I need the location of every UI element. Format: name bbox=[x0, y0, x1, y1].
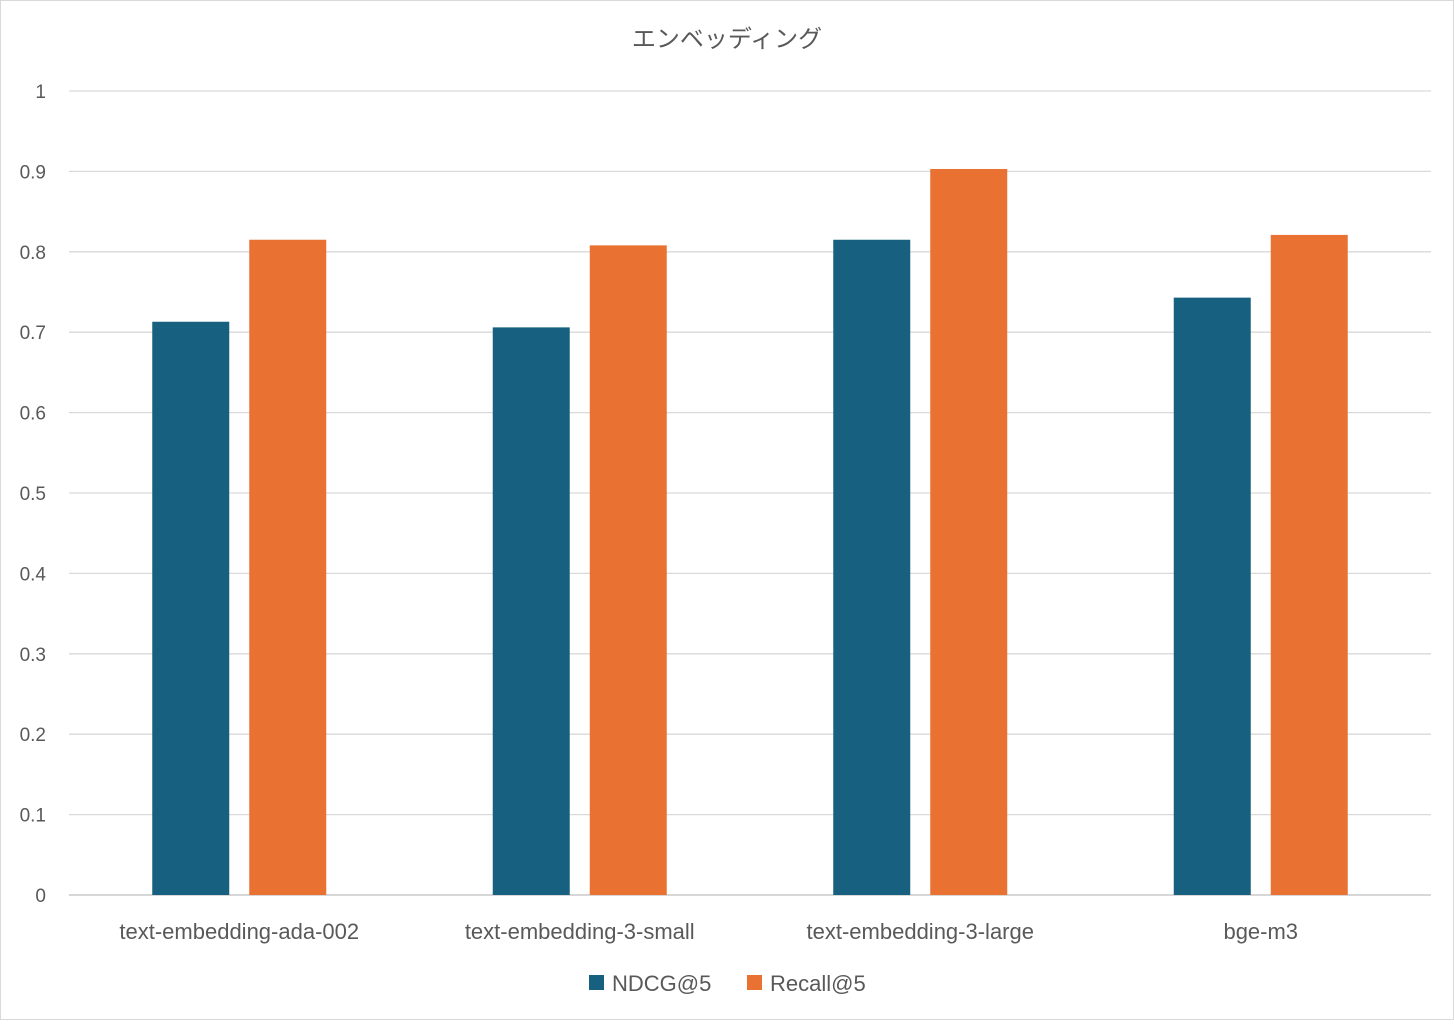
bar-ndcg-5-2 bbox=[833, 239, 911, 896]
bar-recall-5-0 bbox=[249, 239, 327, 896]
x-axis-categories: text-embedding-ada-002 text-embedding-3-s… bbox=[119, 919, 1298, 944]
legend-swatch bbox=[589, 975, 604, 990]
bar-recall-5-2 bbox=[930, 168, 1008, 895]
bar-recall-5-1 bbox=[589, 245, 667, 896]
bars bbox=[152, 168, 1348, 896]
y-tick-label: 0.5 bbox=[20, 484, 46, 505]
bar-ndcg-5-0 bbox=[152, 321, 230, 895]
y-tick-label: 0.8 bbox=[20, 243, 46, 264]
legend: NDCG@5 Recall@5 bbox=[589, 971, 866, 996]
bar-recall-5-3 bbox=[1270, 234, 1348, 895]
x-category-label: text-embedding-3-small bbox=[465, 919, 695, 944]
y-tick-label: 0.1 bbox=[20, 806, 46, 827]
x-category-label: bge-m3 bbox=[1223, 919, 1298, 944]
y-tick-label: 0.9 bbox=[20, 162, 46, 183]
y-axis-ticks: 0 0.1 0.2 0.3 0.4 0.5 0.6 0.7 0.8 0.9 1 bbox=[20, 82, 47, 907]
legend-label: NDCG@5 bbox=[612, 971, 711, 996]
bar-ndcg-5-3 bbox=[1173, 297, 1251, 895]
y-tick-label: 0.2 bbox=[20, 725, 46, 746]
y-tick-label: 0.7 bbox=[20, 323, 46, 344]
legend-label: Recall@5 bbox=[770, 971, 866, 996]
chart-title: エンベッディング bbox=[632, 26, 822, 53]
y-tick-label: 1 bbox=[35, 82, 46, 103]
y-tick-label: 0.6 bbox=[20, 404, 46, 425]
x-category-label: text-embedding-3-large bbox=[807, 919, 1034, 944]
y-tick-label: 0 bbox=[35, 886, 46, 907]
y-tick-label: 0.4 bbox=[20, 564, 47, 585]
x-category-label: text-embedding-ada-002 bbox=[119, 919, 359, 944]
legend-swatch bbox=[747, 975, 762, 990]
y-tick-label: 0.3 bbox=[20, 645, 46, 666]
bar-ndcg-5-1 bbox=[492, 327, 570, 896]
